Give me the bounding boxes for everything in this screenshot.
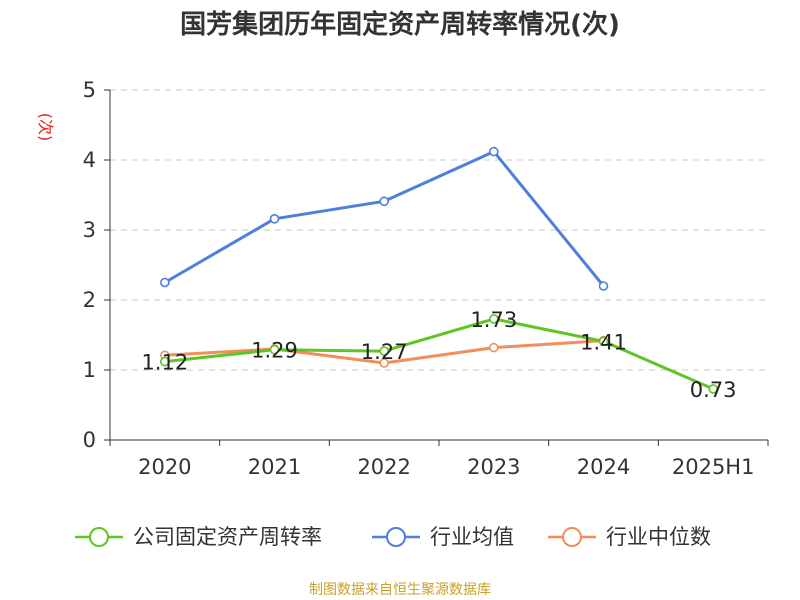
y-tick-label: 3 [83, 218, 96, 242]
x-tick-label: 2022 [357, 455, 410, 479]
legend-label: 行业中位数 [606, 525, 711, 549]
data-point [160, 356, 170, 367]
series-line [164, 317, 714, 391]
series-line [164, 150, 605, 287]
series-lines [160, 146, 718, 394]
axes: 0 1 2 3 4 5 2020 2021 2022 2023 2024 2025H1 [83, 78, 769, 479]
data-label: 1.73 [470, 308, 517, 332]
data-point [379, 196, 389, 207]
data-labels: 1.12 1.29 1.27 1.73 1.41 0.73 [141, 308, 736, 402]
x-tick-label: 2020 [138, 455, 191, 479]
legend-circle-icon [386, 527, 406, 547]
data-point [379, 346, 389, 356]
y-tick-label: 5 [83, 78, 96, 102]
data-point [379, 358, 389, 368]
x-tick-label: 2023 [467, 455, 520, 479]
data-point [708, 384, 718, 394]
y-tick-label: 1 [83, 358, 96, 382]
data-point [598, 336, 609, 347]
y-tick-label: 4 [83, 148, 96, 172]
legend-label: 公司固定资产周转率 [133, 525, 322, 549]
y-tick-label: 0 [83, 428, 96, 452]
data-point [489, 342, 499, 353]
legend-circle-icon [562, 527, 582, 547]
x-tick-label: 2024 [577, 455, 630, 479]
data-label: 1.29 [251, 339, 298, 363]
data-point [160, 277, 170, 288]
data-label: 0.73 [690, 378, 737, 402]
data-point [269, 344, 280, 355]
source-note: 制图数据来自恒生聚源数据库 [309, 582, 491, 598]
y-axis-label: (次) [36, 113, 55, 142]
data-point [489, 146, 499, 157]
data-label: 1.27 [361, 340, 408, 364]
grid-lines [110, 89, 768, 371]
data-label: 1.41 [580, 330, 627, 354]
chart-title: 国芳集团历年固定资产周转率情况(次) [180, 9, 620, 40]
data-point [489, 314, 499, 324]
data-label: 1.12 [141, 351, 188, 375]
data-point [598, 281, 609, 291]
x-tick-label: 2021 [248, 455, 301, 479]
legend-label: 行业均值 [430, 525, 514, 549]
data-point [269, 214, 280, 224]
y-tick-label: 2 [83, 288, 96, 312]
legend-circle-icon [89, 527, 109, 547]
x-tick-label: 2025H1 [672, 455, 755, 479]
legend: 公司固定资产周转率 行业均值 行业中位数 [75, 525, 711, 549]
